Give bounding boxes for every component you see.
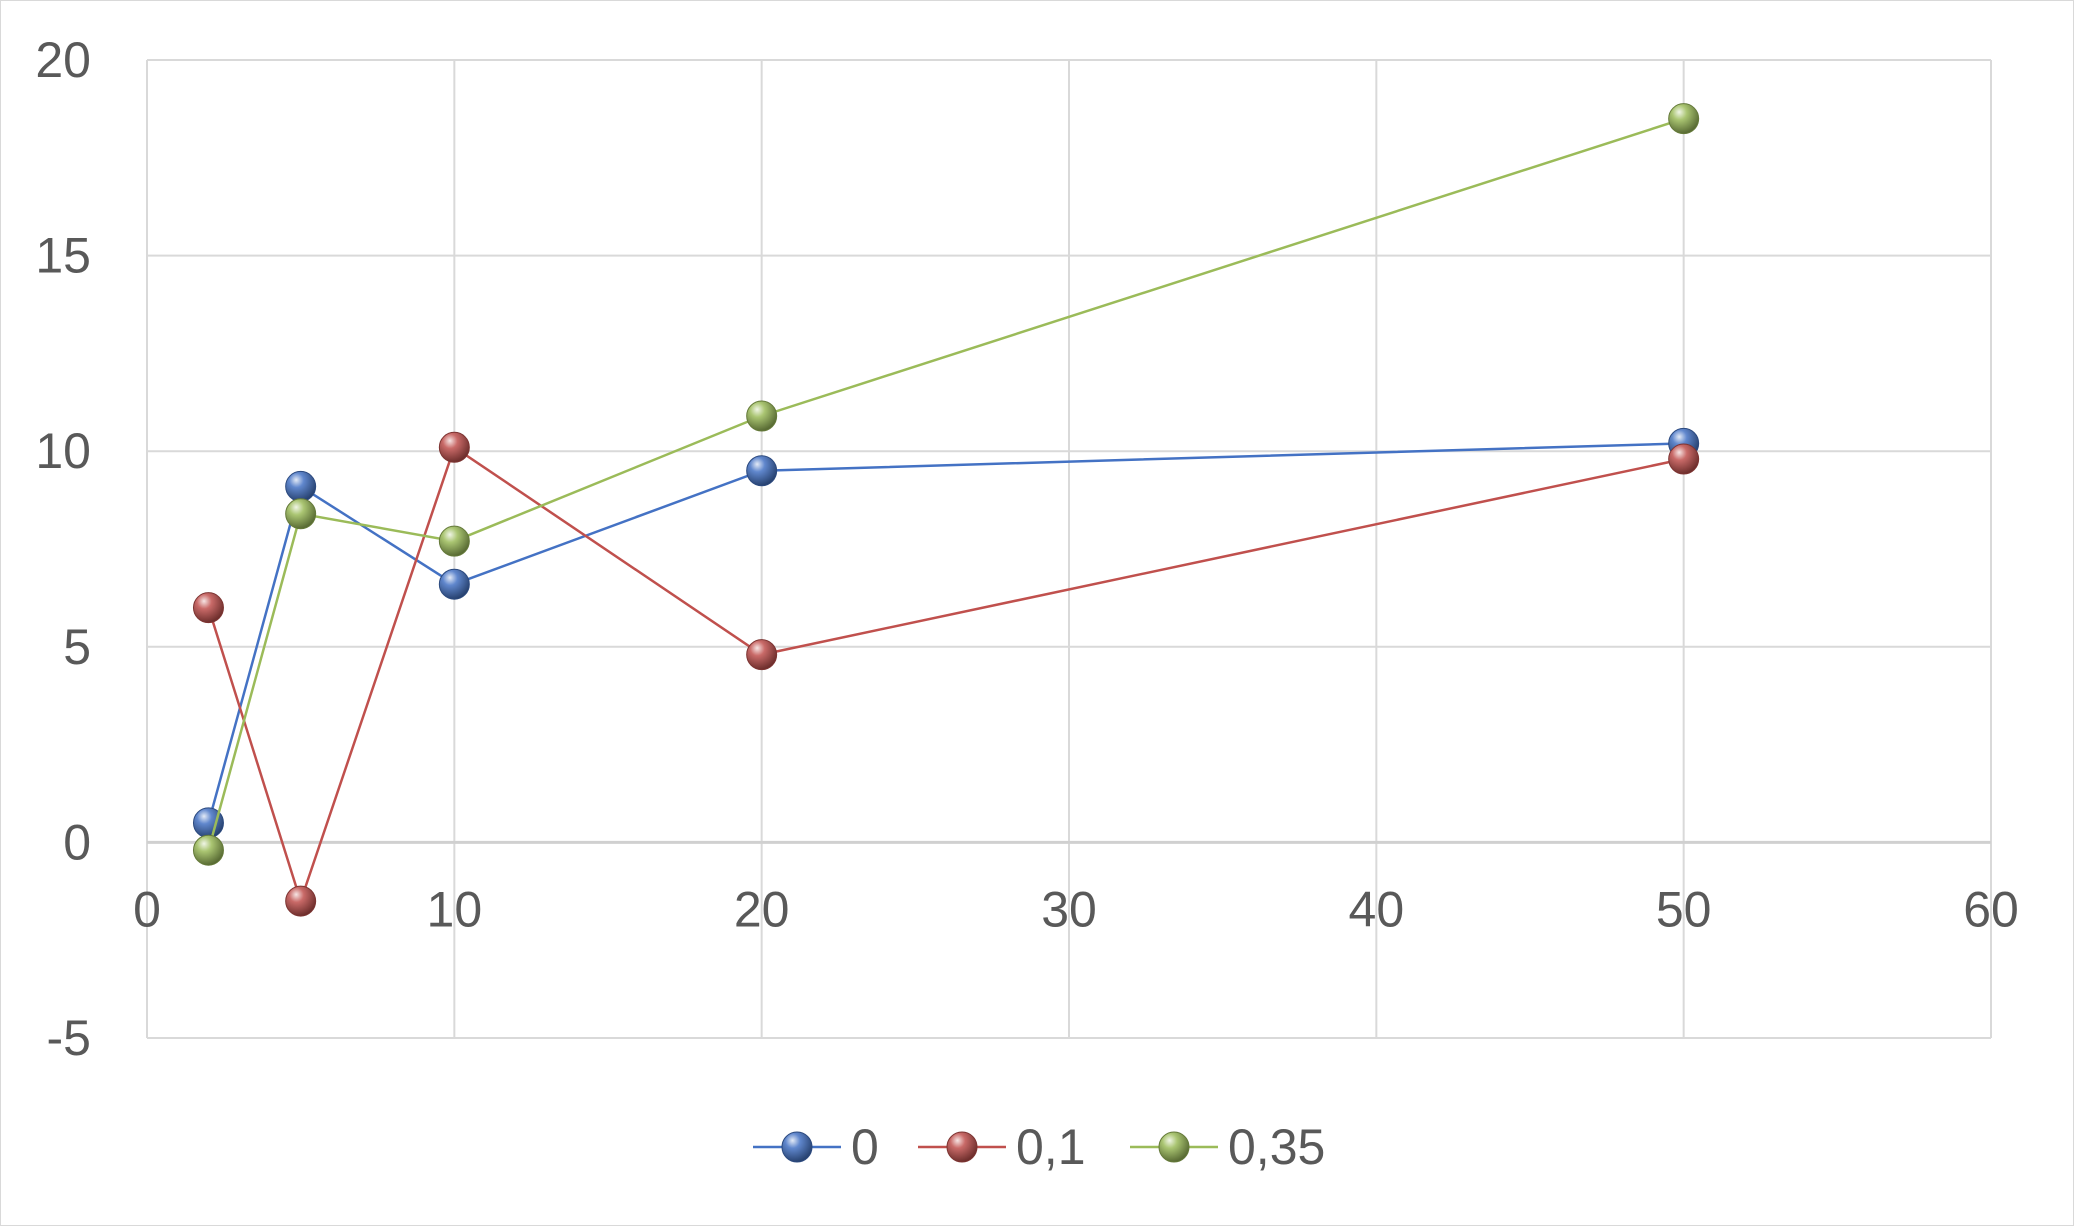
data-point — [746, 639, 778, 671]
data-point — [1668, 443, 1700, 475]
series-0 — [192, 427, 1700, 839]
series-line — [207, 117, 1685, 851]
series-1 — [192, 431, 1700, 917]
legend-item: 0 — [753, 1119, 879, 1175]
series-line — [207, 445, 1684, 906]
y-tick-label: 15 — [35, 228, 91, 284]
series-2 — [192, 103, 1700, 866]
data-point — [285, 498, 317, 530]
x-tick-label: 10 — [427, 881, 483, 937]
data-point — [192, 834, 224, 866]
legend-label: 0 — [851, 1119, 879, 1175]
y-tick-label: 20 — [35, 32, 91, 88]
y-tick-label: -5 — [47, 1010, 91, 1066]
legend-marker — [1158, 1131, 1190, 1163]
data-point — [438, 525, 470, 557]
x-tick-label: 60 — [1963, 881, 2019, 937]
x-tick-label: 50 — [1656, 881, 1712, 937]
y-tick-label: 5 — [63, 619, 91, 675]
data-point — [285, 470, 317, 502]
series-line — [207, 442, 1684, 824]
series-group — [192, 103, 1700, 917]
y-tick-label: 0 — [63, 814, 91, 870]
legend-item: 0,35 — [1130, 1119, 1325, 1175]
data-point — [192, 592, 224, 624]
data-point — [285, 885, 317, 917]
legend-marker — [781, 1131, 813, 1163]
legend-marker — [946, 1131, 978, 1163]
legend-item: 0,1 — [918, 1119, 1086, 1175]
data-point — [438, 431, 470, 463]
legend: 0 0,1 0,35 — [753, 1119, 1325, 1175]
x-tick-label: 0 — [133, 881, 161, 937]
data-point — [746, 455, 778, 487]
axes: 0 10 20 30 40 50 60 -5 0 5 10 15 20 — [35, 32, 2018, 1066]
y-tick-label: 10 — [35, 423, 91, 479]
data-point — [746, 400, 778, 432]
data-point — [438, 568, 470, 600]
x-tick-label: 30 — [1041, 881, 1097, 937]
legend-label: 0,35 — [1228, 1119, 1325, 1175]
x-tick-label: 40 — [1349, 881, 1405, 937]
x-tick-label: 20 — [734, 881, 790, 937]
legend-label: 0,1 — [1016, 1119, 1086, 1175]
data-point — [1668, 103, 1700, 135]
